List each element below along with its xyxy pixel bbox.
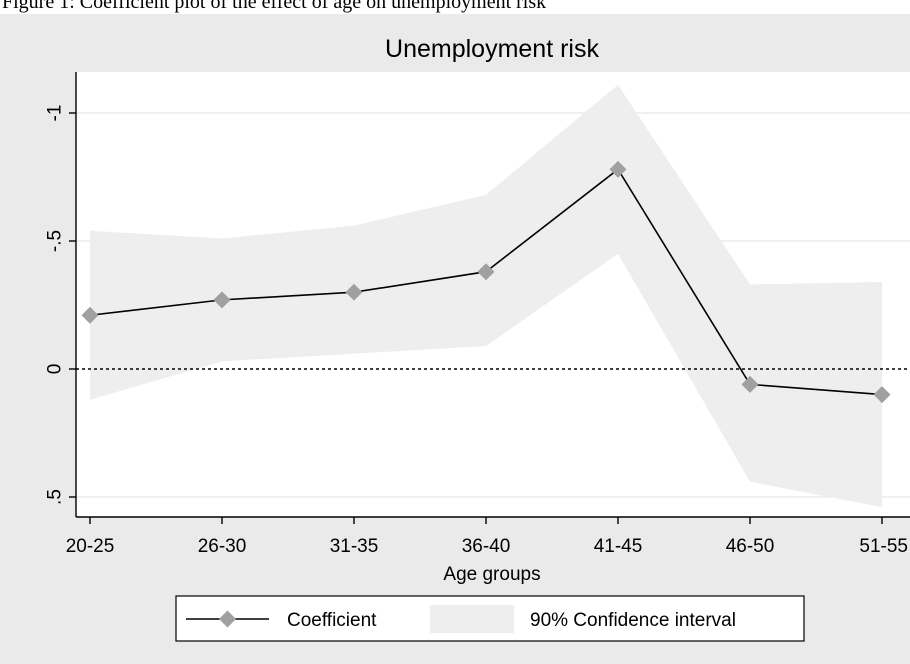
legend-ci-swatch bbox=[430, 605, 514, 633]
figure-caption-text: Figure 1: Coefficient plot of the effect… bbox=[2, 0, 547, 13]
x-tick-label: 41-45 bbox=[594, 536, 643, 557]
x-axis-title: Age groups bbox=[443, 564, 540, 585]
chart-title: Unemployment risk bbox=[385, 35, 599, 63]
y-tick-label: 0 bbox=[45, 364, 66, 375]
x-tick-label: 26-30 bbox=[198, 536, 247, 557]
legend-coefficient-marker bbox=[219, 610, 236, 628]
legend-coefficient-label: Coefficient bbox=[287, 610, 377, 631]
x-tick-label: 36-40 bbox=[462, 536, 511, 557]
coefficient-point bbox=[213, 291, 231, 309]
x-tick-label: 31-35 bbox=[330, 536, 379, 557]
coefficient-point bbox=[477, 263, 495, 281]
ci-band bbox=[90, 84, 882, 508]
coefficient-series bbox=[81, 160, 891, 404]
x-tick-label: 20-25 bbox=[66, 536, 115, 557]
coefficient-point bbox=[609, 160, 627, 178]
legend: Coefficient 90% Confidence interval bbox=[175, 595, 805, 642]
y-tick-label: -1 bbox=[45, 105, 66, 122]
coefficient-point bbox=[741, 375, 759, 393]
coefficient-point bbox=[81, 306, 99, 324]
y-tick-label: -.5 bbox=[45, 230, 66, 252]
coefficient-point bbox=[873, 386, 891, 404]
y-tick-label: .5 bbox=[45, 489, 66, 505]
legend-ci-label: 90% Confidence interval bbox=[530, 610, 736, 631]
figure-caption: Figure 1: Coefficient plot of the effect… bbox=[0, 0, 910, 14]
y-axis: .5 0 -.5 -1 bbox=[45, 105, 76, 505]
x-axis: 20-25 26-30 31-35 36-40 41-45 46-50 51-55 bbox=[66, 517, 908, 557]
x-tick-label: 46-50 bbox=[726, 536, 775, 557]
confidence-band bbox=[90, 84, 882, 508]
coefficient-point bbox=[345, 283, 363, 301]
x-tick-label: 51-55 bbox=[859, 536, 908, 557]
